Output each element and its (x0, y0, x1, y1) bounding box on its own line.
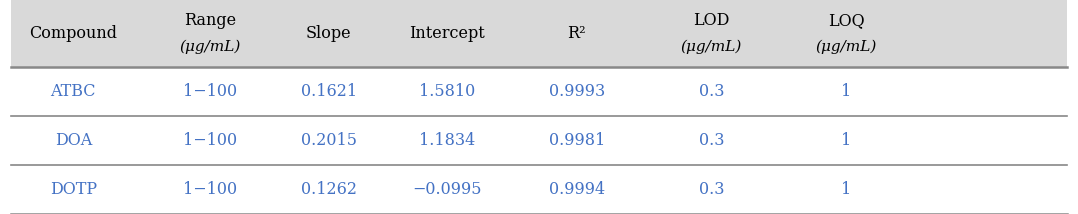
Text: (μg/mL): (μg/mL) (681, 40, 742, 54)
Text: 1: 1 (841, 181, 852, 198)
Text: (μg/mL): (μg/mL) (180, 40, 240, 54)
Text: 1−100: 1−100 (183, 132, 237, 149)
Text: Intercept: Intercept (410, 25, 485, 42)
Text: 1: 1 (841, 132, 852, 149)
Text: −0.0995: −0.0995 (413, 181, 482, 198)
Text: 0.1621: 0.1621 (301, 83, 357, 100)
Text: 1−100: 1−100 (183, 83, 237, 100)
Text: 1.1834: 1.1834 (419, 132, 475, 149)
Text: 0.3: 0.3 (699, 83, 724, 100)
Text: 1: 1 (841, 83, 852, 100)
Text: 0.3: 0.3 (699, 181, 724, 198)
Text: DOA: DOA (55, 132, 92, 149)
Text: 1.5810: 1.5810 (419, 83, 475, 100)
Text: 0.9993: 0.9993 (549, 83, 605, 100)
Text: 0.3: 0.3 (699, 132, 724, 149)
Text: 1−100: 1−100 (183, 181, 237, 198)
Text: ATBC: ATBC (51, 83, 96, 100)
Text: R²: R² (567, 25, 586, 42)
Text: Range: Range (184, 12, 236, 29)
Text: 0.9981: 0.9981 (549, 132, 605, 149)
Text: LOQ: LOQ (828, 12, 865, 29)
Text: 0.9994: 0.9994 (549, 181, 605, 198)
FancyBboxPatch shape (11, 0, 1067, 67)
Text: 0.2015: 0.2015 (301, 132, 357, 149)
Text: 0.1262: 0.1262 (301, 181, 357, 198)
Text: Slope: Slope (306, 25, 351, 42)
Text: Compound: Compound (29, 25, 118, 42)
Text: DOTP: DOTP (50, 181, 97, 198)
Text: LOD: LOD (693, 12, 730, 29)
Text: (μg/mL): (μg/mL) (816, 40, 876, 54)
